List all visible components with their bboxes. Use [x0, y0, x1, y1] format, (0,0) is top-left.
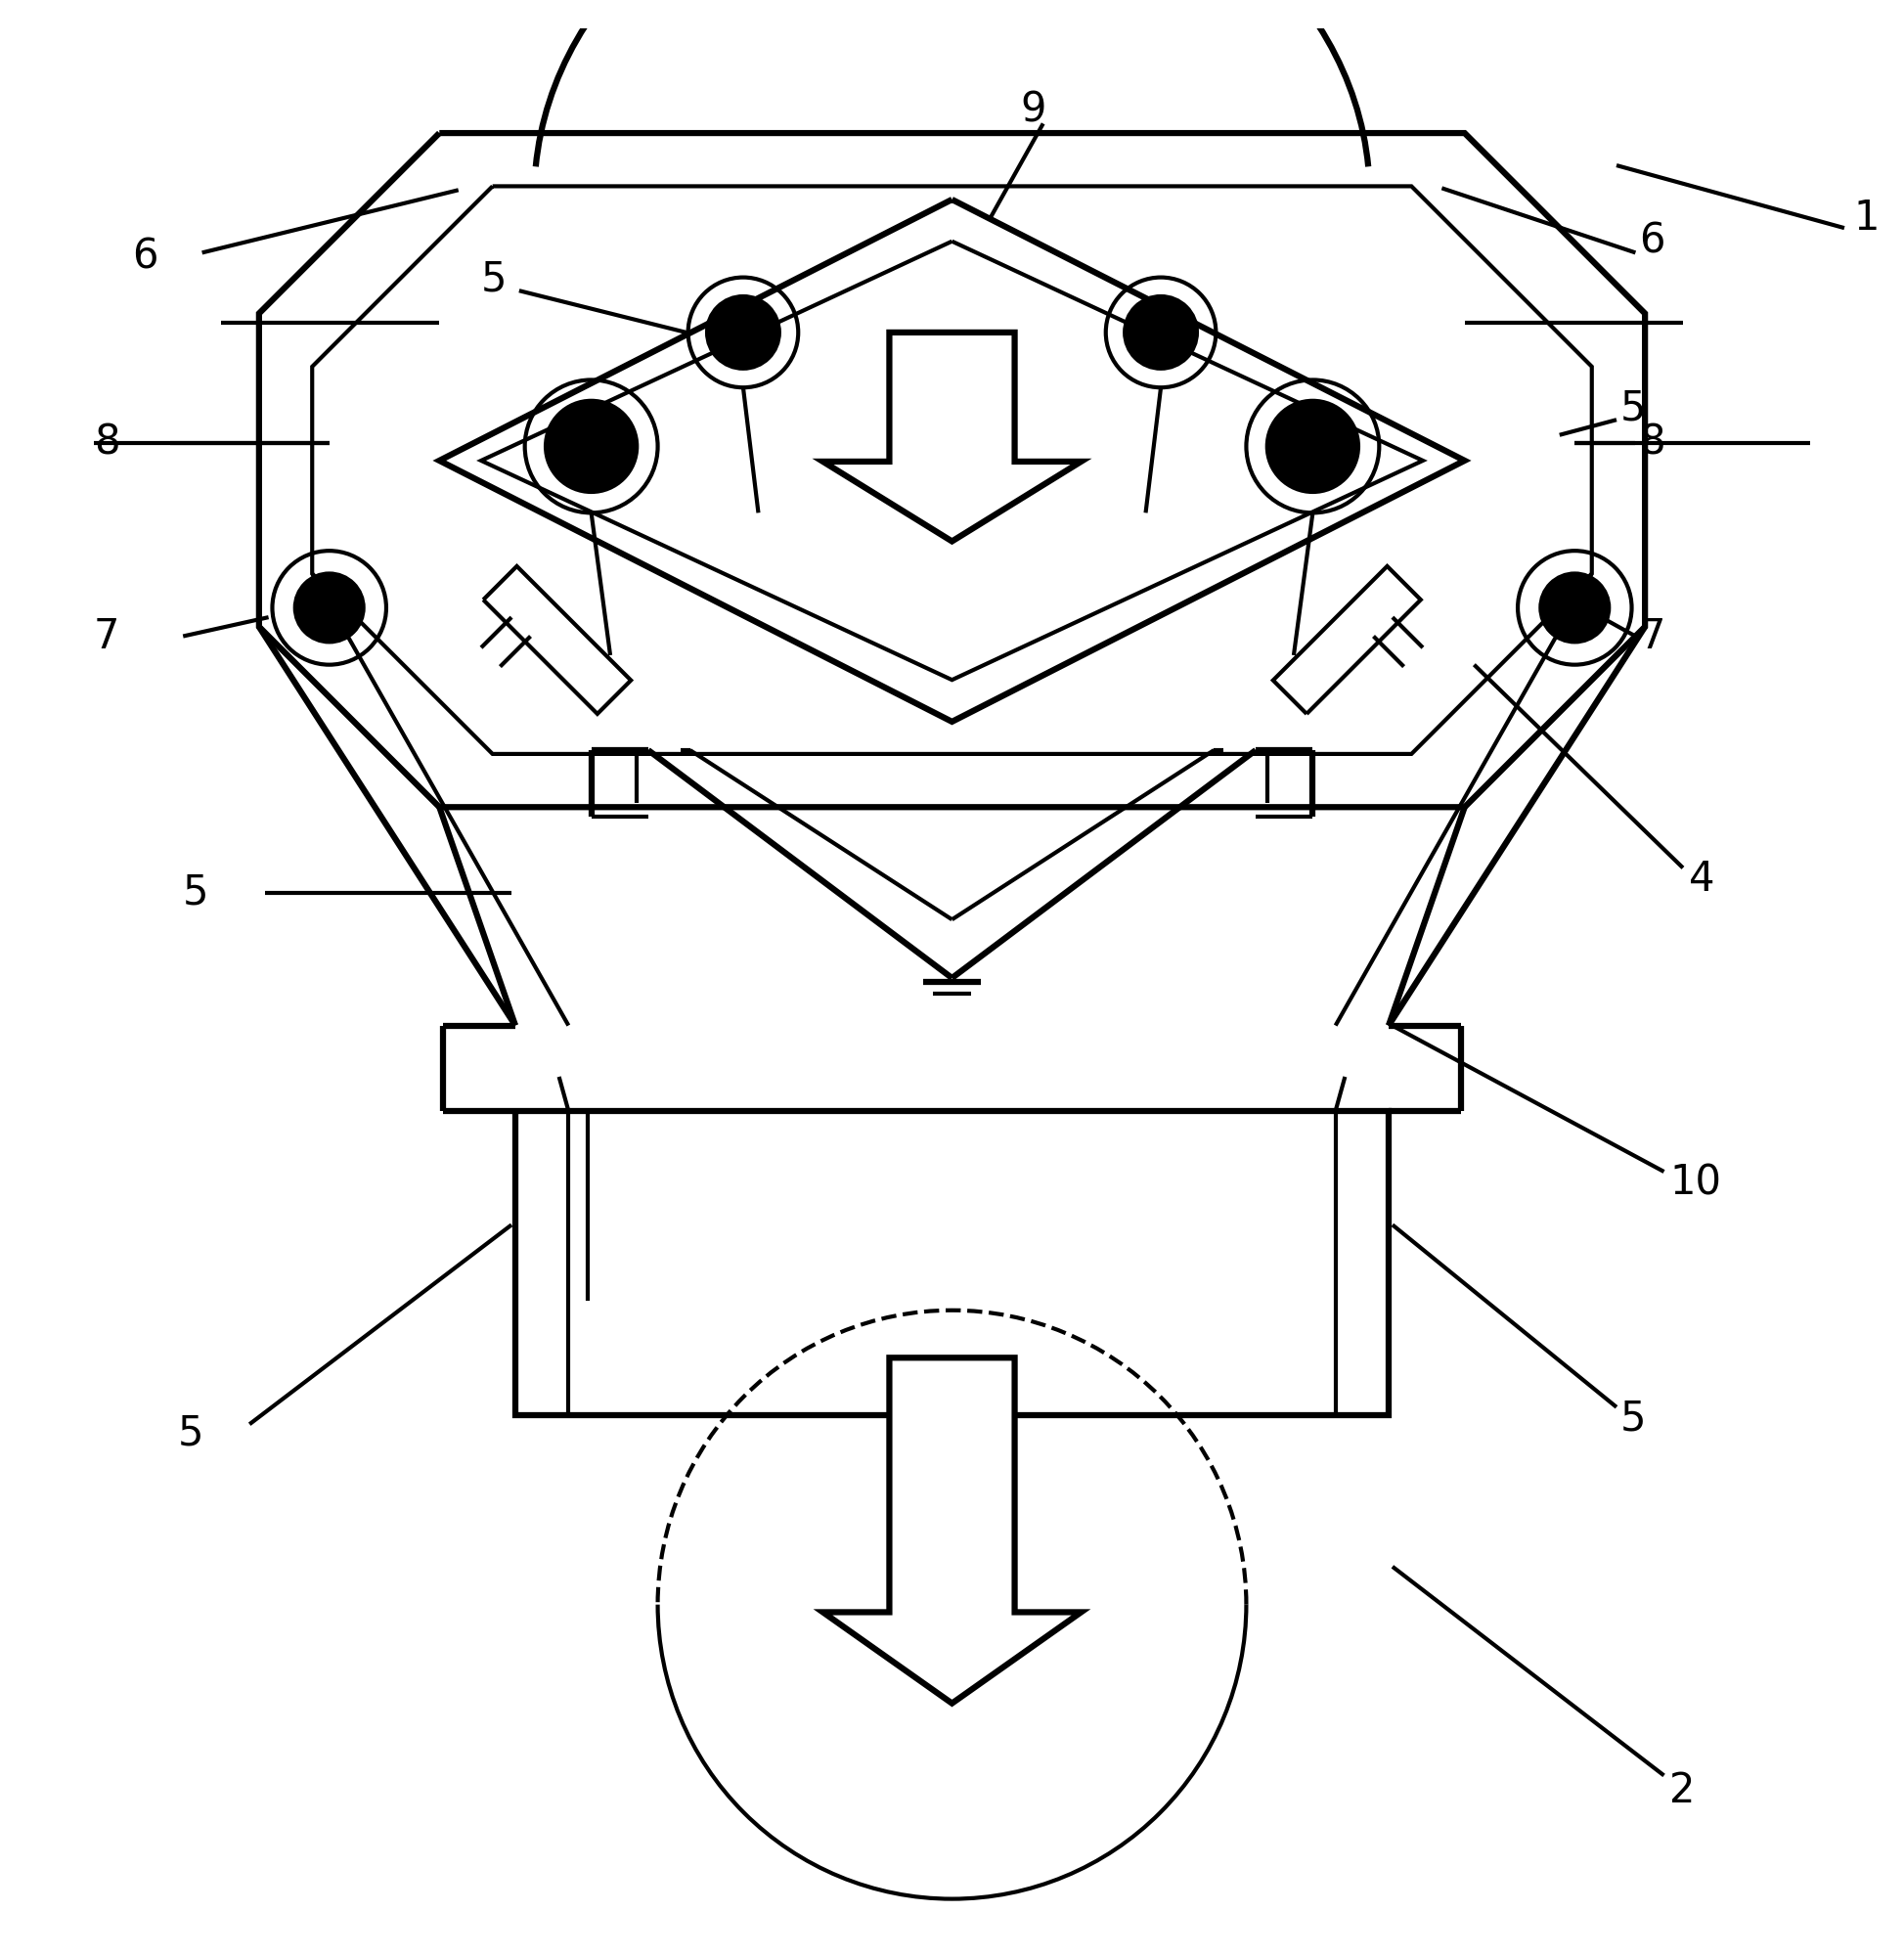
- Text: 8: 8: [1639, 422, 1666, 464]
- Text: 5: 5: [1620, 1399, 1647, 1440]
- Circle shape: [295, 573, 364, 642]
- Text: 5: 5: [183, 872, 209, 913]
- Text: 6: 6: [1639, 221, 1666, 262]
- Text: 9: 9: [1021, 90, 1045, 131]
- Text: 4: 4: [1689, 859, 1716, 900]
- Circle shape: [1268, 401, 1358, 491]
- Text: 5: 5: [177, 1412, 204, 1453]
- Circle shape: [1125, 297, 1198, 368]
- Circle shape: [546, 401, 636, 491]
- Text: 7: 7: [93, 616, 120, 657]
- Text: 5: 5: [1620, 387, 1647, 428]
- Circle shape: [706, 297, 779, 368]
- Text: 10: 10: [1670, 1162, 1721, 1203]
- Polygon shape: [823, 333, 1081, 542]
- Polygon shape: [823, 1357, 1081, 1704]
- Text: 7: 7: [1639, 616, 1666, 657]
- Text: 2: 2: [1670, 1770, 1695, 1811]
- Text: 8: 8: [93, 422, 120, 464]
- Circle shape: [1540, 573, 1609, 642]
- Text: 6: 6: [131, 237, 158, 278]
- Text: 5: 5: [482, 258, 506, 299]
- Text: 1: 1: [1854, 198, 1879, 239]
